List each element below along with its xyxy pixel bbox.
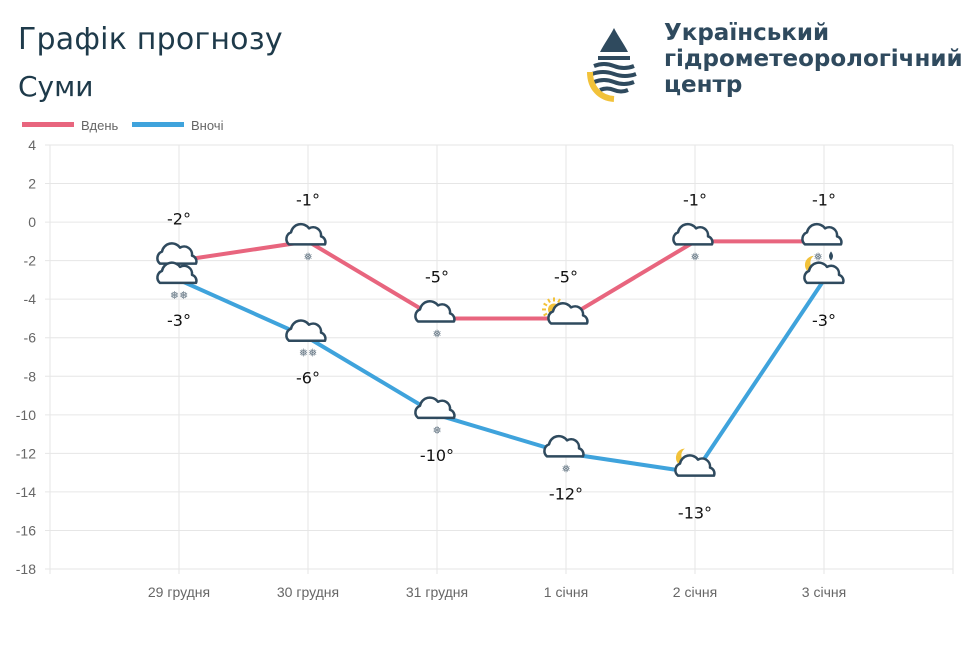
- snow-cloud-icon: ❅: [414, 396, 456, 437]
- y-axis-ticks: 4 2 0 -2 -4 -6 -8 -10 -12 -14 -16 -18: [16, 137, 36, 577]
- data-label: -12°: [549, 484, 583, 503]
- sun-ray: [557, 298, 561, 304]
- sun-cloud-icon: [542, 297, 589, 325]
- org-line-2: гідрометеорологічний: [664, 46, 963, 72]
- raindrop: [829, 251, 833, 261]
- x-tick-label: 31 грудня: [406, 584, 468, 600]
- cloud-shape: [547, 302, 589, 325]
- series-line: [177, 239, 826, 321]
- cloud-shape: [414, 300, 456, 323]
- data-label: -1°: [683, 190, 707, 209]
- sun-ray: [547, 298, 551, 304]
- y-tick-label: -4: [24, 291, 37, 307]
- x-tick-label: 3 січня: [802, 584, 846, 600]
- x-tick-label: 2 січня: [673, 584, 717, 600]
- chart-title: Графік прогнозу: [18, 22, 283, 57]
- snowflake-glyph: ❅❅: [299, 347, 317, 360]
- snowflake-glyph: ❅: [303, 250, 312, 263]
- snow-cloud-icon: ❅: [285, 222, 327, 263]
- y-tick-label: -18: [16, 561, 36, 577]
- snowflake-glyph: ❅: [690, 250, 699, 263]
- y-tick-label: 0: [28, 214, 36, 230]
- y-tick-label: -12: [16, 445, 36, 461]
- data-label: -10°: [420, 446, 454, 465]
- y-tick-label: -6: [24, 330, 37, 346]
- cloud-shape: [672, 222, 714, 246]
- weather-icons: ❅❅❅❅❅❅❅❅❅❅❅❅: [156, 222, 845, 477]
- sun-ray: [543, 302, 548, 307]
- cloud-shape: [156, 261, 198, 285]
- legend-swatch: [22, 122, 74, 127]
- y-tick-label: -8: [24, 368, 37, 384]
- x-axis-ticks: 29 грудня 30 грудня 31 грудня 1 січня 2 січн…: [148, 584, 846, 600]
- data-label: -6°: [296, 369, 320, 388]
- legend-label: Вдень: [81, 118, 119, 133]
- snow-cloud-icon: ❅❅: [156, 261, 198, 302]
- y-tick-label: -16: [16, 522, 36, 538]
- snowflake-glyph: ❅: [813, 250, 822, 263]
- data-label: -1°: [296, 190, 320, 209]
- x-tick-label: 1 січня: [544, 584, 588, 600]
- cloud-shape: [285, 222, 327, 246]
- series-lines: [177, 239, 826, 475]
- y-tick-label: -2: [24, 253, 37, 269]
- snow-cloud-icon: ❅: [543, 434, 585, 475]
- data-label: -3°: [812, 311, 836, 330]
- cloud-shape: [414, 396, 456, 420]
- sun-ray: [543, 312, 548, 317]
- data-label: -3°: [167, 311, 191, 330]
- snow-cloud-icon: ❅: [672, 222, 714, 263]
- y-tick-label: 2: [28, 176, 36, 192]
- x-tick-label: 30 грудня: [277, 584, 339, 600]
- cloud-shape: [674, 454, 716, 477]
- snow-cloud-icon: ❅❅: [285, 319, 327, 360]
- y-tick-label: 4: [28, 137, 36, 153]
- data-labels: -2° -1° -5° -5° -1° -1° -3° -6° -10° -12° -13° -3°: [167, 190, 836, 522]
- snowflake-glyph: ❅: [432, 424, 441, 437]
- legend-swatch: [132, 122, 184, 127]
- data-label: -5°: [554, 267, 578, 286]
- cloud-shape: [803, 261, 845, 285]
- x-tick-label: 29 грудня: [148, 584, 210, 600]
- snow-cloud-icon: ❅: [801, 222, 843, 263]
- data-label: -1°: [812, 190, 836, 209]
- snow-cloud-icon: ❅: [414, 300, 456, 340]
- cloud-shape: [285, 319, 327, 342]
- legend-label: Вночі: [191, 118, 224, 133]
- snowflake-glyph: ❅: [432, 327, 441, 340]
- y-tick-label: -14: [16, 484, 36, 500]
- org-line-3: центр: [664, 72, 743, 98]
- chart-legend: Вдень Вночі: [22, 118, 224, 133]
- city-name: Суми: [18, 70, 94, 103]
- moon-cloud-icon: [803, 255, 845, 285]
- cloud-shape: [543, 434, 585, 458]
- cloud-shape: [801, 222, 843, 246]
- cloud-shape: [156, 242, 198, 265]
- organization-name: Український гідрометеорологічний центр: [664, 20, 963, 98]
- snowflake-glyph: ❅❅: [170, 289, 188, 302]
- snowflake-glyph: ❅: [561, 462, 570, 475]
- hydromet-logo-icon: [584, 22, 644, 107]
- chart-grid: [45, 144, 954, 574]
- data-label: -13°: [678, 504, 712, 523]
- moon-cloud-icon: [674, 448, 716, 477]
- data-label: -5°: [425, 267, 449, 286]
- data-label: -2°: [167, 210, 191, 229]
- y-tick-label: -10: [16, 407, 36, 423]
- series-line: [177, 277, 826, 475]
- org-line-1: Український: [664, 20, 830, 46]
